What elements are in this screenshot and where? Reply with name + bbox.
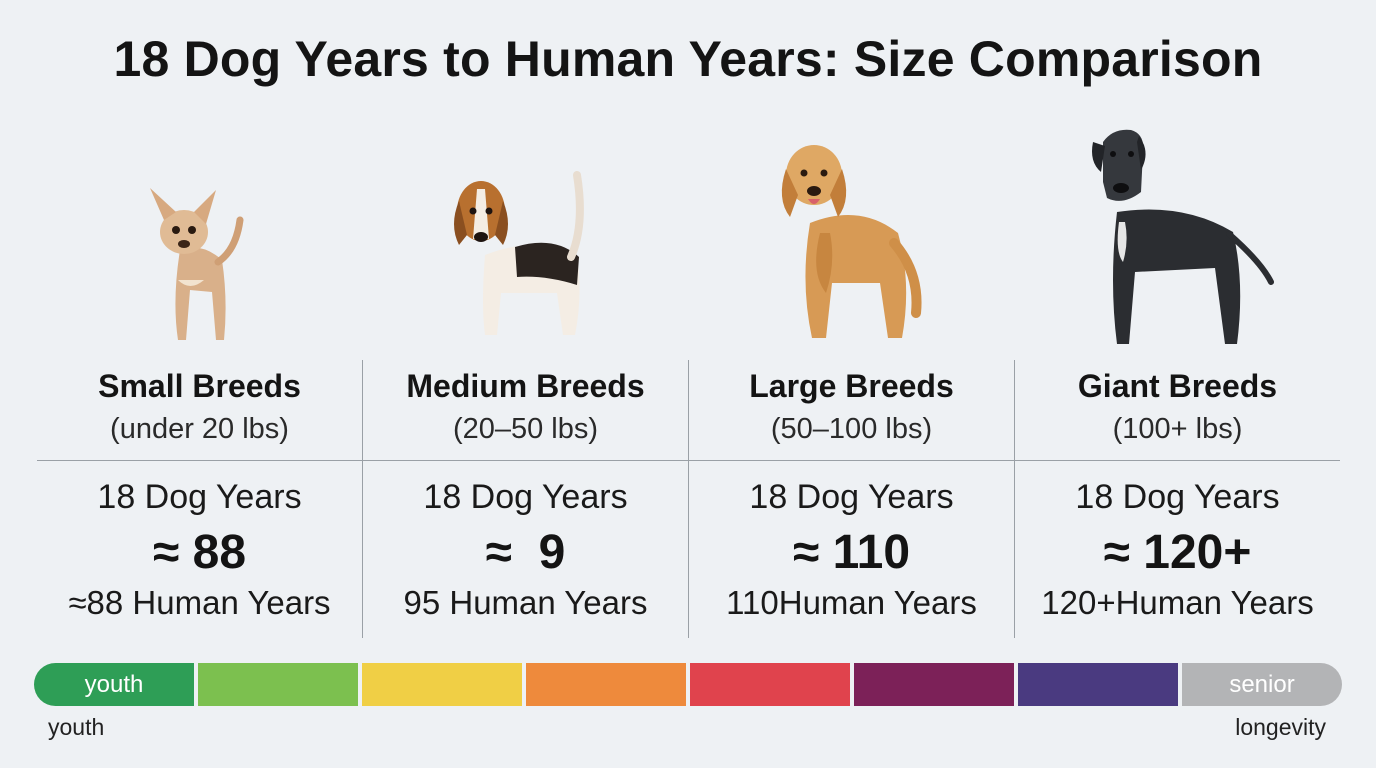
approx-human-age: ≈ 88 [152,526,247,579]
scale-segment-label: senior [1229,670,1295,698]
column-divider [362,360,363,638]
dog-years-label: 18 Dog Years [423,478,628,516]
column-divider [688,360,689,638]
scale-segment-label [362,663,522,706]
breed-weight: (100+ lbs) [1112,413,1243,445]
breed-name: Giant Breeds [1077,368,1278,404]
scale-segment: senior [1182,663,1342,706]
scale-segment [526,663,686,706]
scale-segment-label [854,663,1014,706]
scale-segment [690,663,850,706]
scale-segment-label [198,663,358,706]
great-dane-illustration [1083,122,1278,347]
page-title: 18 Dog Years to Human Years: Size Compar… [113,31,1263,87]
breed-weight: (under 20 lbs) [110,413,289,445]
dog-years-label: 18 Dog Years [749,478,954,516]
scale-segment [1018,663,1178,706]
scale-right-label: longevity [1235,714,1326,740]
column-divider [1014,360,1015,638]
scale-segment: youth [34,663,194,706]
scale-segment [362,663,522,706]
human-years-label: 110Human Years [726,584,977,621]
dog-years-label: 18 Dog Years [97,478,302,516]
scale-segment [854,663,1014,706]
approx-human-age: ≈ 110 [792,526,911,579]
breed-name: Medium Breeds [406,368,645,404]
breed-weight: (20–50 lbs) [452,413,599,445]
golden-retriever-illustration [770,133,925,348]
column-giant-breeds: Giant Breeds (100+ lbs) 18 Dog Years ≈ 1… [1015,360,1340,638]
approx-human-age: ≈ 9 [485,526,566,579]
breed-name: Small Breeds [98,368,301,404]
scale-left-label: youth [48,714,105,740]
breed-weight: (50–100 lbs) [770,413,933,445]
scale-segment-label [1018,663,1178,706]
scale-segment-label [690,663,850,706]
scale-segment [198,663,358,706]
chihuahua-illustration [132,180,257,348]
scale-segment-label [526,663,686,706]
column-medium-breeds: Medium Breeds (20–50 lbs) 18 Dog Years ≈… [363,360,688,638]
breed-name: Large Breeds [749,368,954,404]
beagle-illustration [445,165,610,345]
column-large-breeds: Large Breeds (50–100 lbs) 18 Dog Years ≈… [689,360,1014,638]
age-scale-bar: youth senior [34,663,1342,706]
human-years-label: ≈88 Human Years [68,584,331,621]
dog-years-label: 18 Dog Years [1075,478,1280,516]
approx-human-age: ≈ 120+ [1103,526,1252,579]
human-years-label: 120+Human Years [1041,584,1314,621]
scale-segment-label: youth [84,670,144,698]
human-years-label: 95 Human Years [403,584,648,621]
column-small-breeds: Small Breeds (under 20 lbs) 18 Dog Years… [37,360,362,638]
